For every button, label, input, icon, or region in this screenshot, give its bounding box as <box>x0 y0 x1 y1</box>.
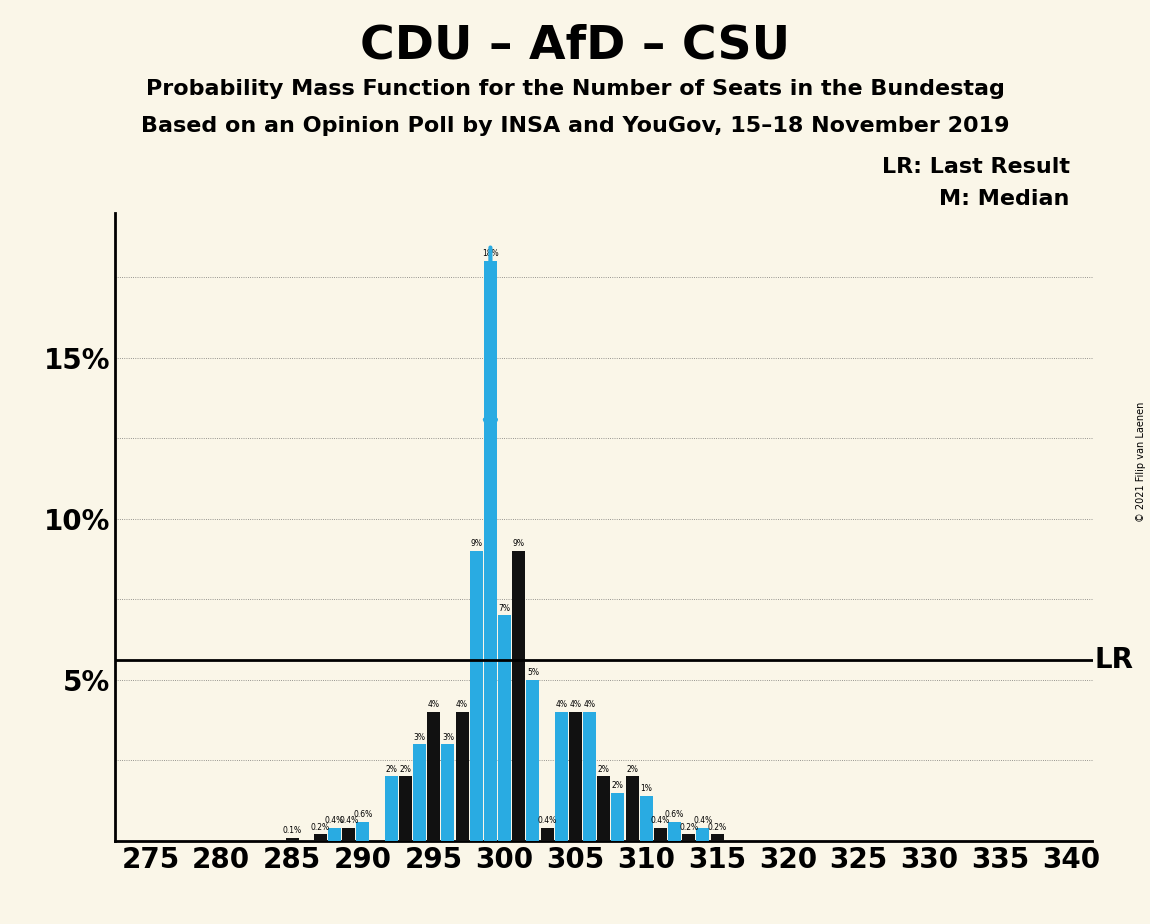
Bar <box>512 551 526 841</box>
Text: 0.2%: 0.2% <box>310 822 330 832</box>
Bar <box>413 744 427 841</box>
Bar <box>612 793 624 841</box>
Bar <box>442 744 454 841</box>
Bar <box>597 776 611 841</box>
Text: 4%: 4% <box>569 700 582 710</box>
Text: 9%: 9% <box>470 540 482 548</box>
Bar <box>540 828 553 841</box>
Text: 0.4%: 0.4% <box>693 817 713 825</box>
Bar <box>455 712 468 841</box>
Text: 1%: 1% <box>641 784 652 793</box>
Text: 2%: 2% <box>626 765 638 773</box>
Bar <box>654 828 667 841</box>
Bar <box>399 776 412 841</box>
Text: LR: LR <box>1095 647 1134 675</box>
Bar <box>285 838 299 841</box>
Bar <box>428 712 440 841</box>
Text: 7%: 7% <box>499 603 511 613</box>
Text: 0.6%: 0.6% <box>665 810 684 819</box>
Text: 0.1%: 0.1% <box>283 826 301 835</box>
Text: 4%: 4% <box>428 700 439 710</box>
Text: 5%: 5% <box>527 668 539 677</box>
Bar <box>639 796 653 841</box>
Text: 4%: 4% <box>583 700 596 710</box>
Bar <box>626 776 638 841</box>
Text: 9%: 9% <box>513 540 524 548</box>
Text: 0.4%: 0.4% <box>325 817 344 825</box>
Bar <box>356 821 369 841</box>
Text: Probability Mass Function for the Number of Seats in the Bundestag: Probability Mass Function for the Number… <box>146 79 1004 99</box>
Text: 3%: 3% <box>442 733 454 742</box>
Text: 2%: 2% <box>399 765 412 773</box>
Text: 3%: 3% <box>414 733 426 742</box>
Bar <box>498 615 511 841</box>
Text: © 2021 Filip van Laenen: © 2021 Filip van Laenen <box>1136 402 1145 522</box>
Text: 0.2%: 0.2% <box>680 822 698 832</box>
Text: 0.4%: 0.4% <box>339 817 359 825</box>
Text: 4%: 4% <box>555 700 567 710</box>
Text: 2%: 2% <box>385 765 397 773</box>
Text: 0.4%: 0.4% <box>651 817 670 825</box>
Bar <box>569 712 582 841</box>
Text: 0.2%: 0.2% <box>707 822 727 832</box>
Text: 2%: 2% <box>598 765 610 773</box>
Text: 0.4%: 0.4% <box>537 817 557 825</box>
Bar <box>484 261 497 841</box>
Bar <box>697 828 710 841</box>
Text: M: Median: M: Median <box>940 189 1070 210</box>
Bar <box>668 821 681 841</box>
Text: CDU – AfD – CSU: CDU – AfD – CSU <box>360 23 790 68</box>
Bar <box>469 551 483 841</box>
Bar <box>314 834 327 841</box>
Bar <box>711 834 723 841</box>
Text: 4%: 4% <box>457 700 468 710</box>
Bar <box>343 828 355 841</box>
Bar <box>385 776 398 841</box>
Text: LR: Last Result: LR: Last Result <box>882 157 1070 177</box>
Text: Based on an Opinion Poll by INSA and YouGov, 15–18 November 2019: Based on an Opinion Poll by INSA and You… <box>140 116 1010 136</box>
Bar <box>527 680 539 841</box>
Bar <box>328 828 342 841</box>
Bar <box>682 834 696 841</box>
Text: 2%: 2% <box>612 781 623 790</box>
Bar <box>583 712 596 841</box>
Text: 0.6%: 0.6% <box>353 810 373 819</box>
Bar <box>554 712 568 841</box>
Text: 18%: 18% <box>482 249 499 259</box>
